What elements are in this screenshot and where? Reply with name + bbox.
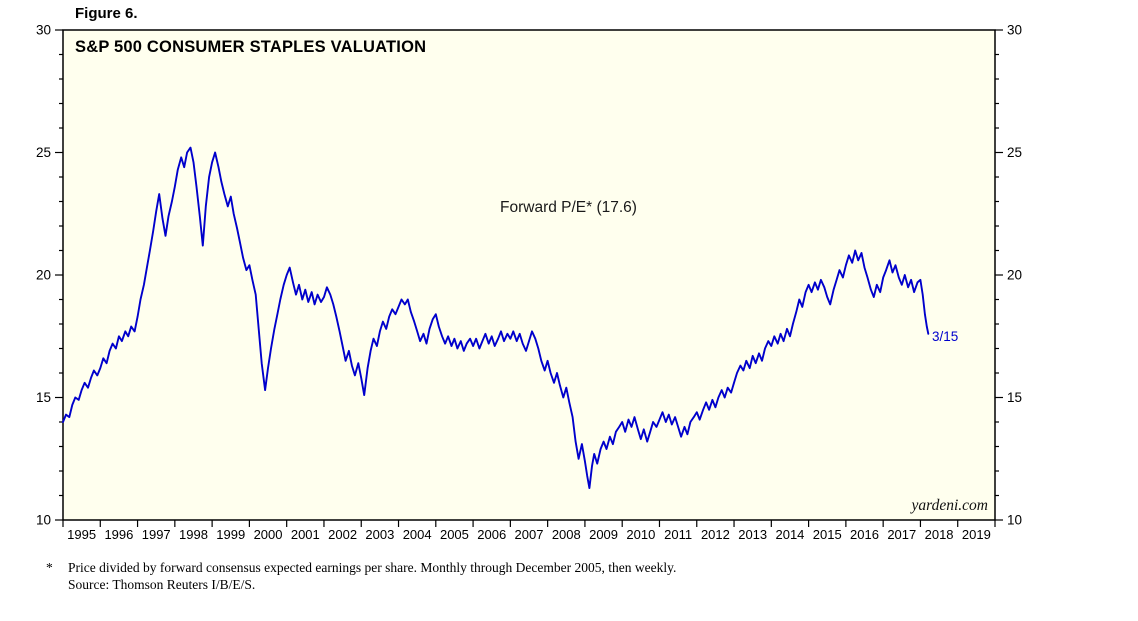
- y-axis-label-left: 15: [36, 390, 51, 405]
- x-axis-label: 2004: [403, 527, 432, 542]
- y-axis-label-right: 20: [1007, 268, 1022, 283]
- x-axis-label: 2008: [552, 527, 581, 542]
- x-axis-label: 2003: [365, 527, 394, 542]
- y-axis-label-right: 25: [1007, 145, 1022, 160]
- x-axis-label: 2019: [962, 527, 991, 542]
- x-axis-label: 2015: [813, 527, 842, 542]
- footnote-source: Source: Thomson Reuters I/B/E/S.: [68, 577, 256, 592]
- pe-line: [62, 146, 930, 490]
- y-axis-label-right: 15: [1007, 390, 1022, 405]
- x-axis-label: 2010: [626, 527, 655, 542]
- footnote-marker: *: [46, 560, 53, 575]
- x-axis-label: 1999: [216, 527, 245, 542]
- footnote-text: Price divided by forward consensus expec…: [68, 560, 677, 575]
- figure-label: Figure 6.: [75, 5, 138, 22]
- x-axis-label: 1995: [67, 527, 96, 542]
- y-axis-label-left: 10: [36, 513, 51, 528]
- x-axis-label: 2017: [887, 527, 916, 542]
- x-axis-label: 1996: [104, 527, 133, 542]
- x-axis-label: 2009: [589, 527, 618, 542]
- plot-area: [62, 29, 996, 521]
- x-axis-label: 2014: [775, 527, 804, 542]
- x-axis-label: 2013: [738, 527, 767, 542]
- x-axis-label: 1998: [179, 527, 208, 542]
- x-axis-label: 2007: [515, 527, 544, 542]
- y-axis-label-left: 25: [36, 145, 51, 160]
- x-axis-label: 2001: [291, 527, 320, 542]
- x-axis-label: 2005: [440, 527, 469, 542]
- chart-title: S&P 500 CONSUMER STAPLES VALUATION: [75, 38, 427, 56]
- x-axis-label: 2000: [254, 527, 283, 542]
- x-axis-label: 2011: [664, 527, 692, 542]
- watermark-yardeni: yardeni.com: [911, 497, 988, 514]
- y-axis-label-right: 10: [1007, 513, 1022, 528]
- series-annotation: Forward P/E* (17.6): [500, 199, 637, 216]
- last-point-date-label: 3/15: [932, 329, 959, 344]
- y-axis-label-right: 30: [1007, 23, 1022, 38]
- x-axis-label: 2018: [925, 527, 954, 542]
- x-axis-label: 2002: [328, 527, 357, 542]
- pe-chart: 10 10 15 15 20 20 25 25 30 30 1995 1996 1997 1998 1999…: [36, 23, 1022, 543]
- x-axis-label: 1997: [142, 527, 171, 542]
- x-axis-label: 2006: [477, 527, 506, 542]
- y-axis-label-left: 20: [36, 268, 51, 283]
- y-axis-label-left: 30: [36, 23, 51, 38]
- x-axis-label: 2012: [701, 527, 730, 542]
- x-axis-label: 2016: [850, 527, 879, 542]
